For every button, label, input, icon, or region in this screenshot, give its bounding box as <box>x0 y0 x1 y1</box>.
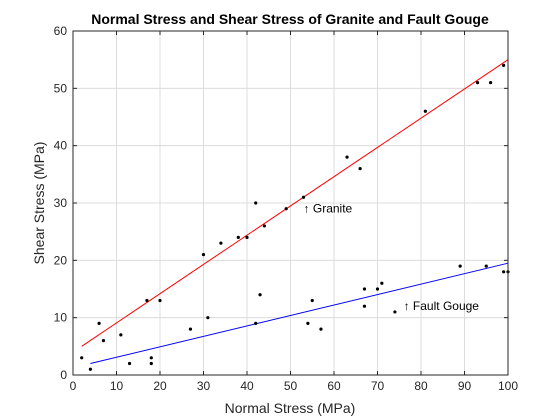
data-points <box>80 63 510 371</box>
data-point <box>484 264 488 268</box>
chart-title: Normal Stress and Shear Stress of Granit… <box>91 11 489 27</box>
data-point <box>206 316 210 320</box>
data-point <box>375 287 380 291</box>
axes <box>72 30 509 376</box>
fit-lines <box>81 59 509 365</box>
y-tick-label: 30 <box>54 196 68 210</box>
data-point <box>97 321 101 325</box>
data-point <box>236 235 240 239</box>
data-point <box>219 241 223 245</box>
data-point <box>362 287 367 291</box>
data-point <box>149 361 153 366</box>
data-point <box>380 281 384 285</box>
data-point <box>475 81 480 85</box>
y-axis-label: Shear Stress (MPa) <box>31 142 47 265</box>
data-point <box>188 327 193 331</box>
fit-line <box>90 262 509 365</box>
x-tick-label: 40 <box>240 379 254 393</box>
data-point <box>127 361 132 366</box>
tick-labels: 0 10 20 30 40 50 60 70 80 90 100 0 10 20 30 40 50 60 <box>54 24 519 393</box>
x-tick-label: 0 <box>70 379 77 393</box>
x-tick-label: 10 <box>110 379 124 393</box>
data-point <box>245 235 249 239</box>
data-point <box>262 224 266 228</box>
data-point <box>489 81 493 85</box>
x-axis-label: Normal Stress (MPa) <box>225 400 356 416</box>
data-point <box>306 321 310 325</box>
data-point <box>101 339 106 343</box>
data-point <box>284 207 288 211</box>
data-point <box>258 293 262 297</box>
data-point <box>345 155 349 159</box>
data-point <box>254 201 258 205</box>
data-point <box>254 321 258 325</box>
x-tick-label: 60 <box>327 379 341 393</box>
annotations: ↑ Granite ↑ Fault Gouge <box>304 202 480 313</box>
annotation-label: ↑ Fault Gouge <box>404 299 480 313</box>
data-point <box>393 310 397 314</box>
data-point <box>201 253 206 257</box>
x-tick-label: 50 <box>284 379 298 393</box>
data-point <box>158 298 162 303</box>
data-point <box>145 298 149 303</box>
fit-line <box>81 59 509 347</box>
x-tick-label: 20 <box>153 379 167 393</box>
x-tick-label: 80 <box>414 379 428 393</box>
y-tick-label: 10 <box>54 311 68 325</box>
x-tick-label: 100 <box>498 379 518 393</box>
x-tick-label: 90 <box>458 379 472 393</box>
y-tick-label: 40 <box>54 139 68 153</box>
y-tick-label: 50 <box>54 81 68 95</box>
data-point <box>301 195 306 199</box>
data-point <box>358 167 362 171</box>
data-point <box>502 270 506 274</box>
data-point <box>310 298 314 303</box>
data-point <box>149 356 153 360</box>
data-point <box>362 304 367 308</box>
data-point <box>458 264 462 268</box>
y-tick-label: 60 <box>54 24 68 38</box>
y-tick-label: 0 <box>60 368 67 382</box>
data-point <box>502 63 506 67</box>
x-tick-label: 30 <box>197 379 211 393</box>
data-point <box>423 109 427 113</box>
data-point <box>119 333 123 337</box>
data-point <box>319 327 323 331</box>
data-point <box>80 356 84 360</box>
annotation-label: ↑ Granite <box>304 202 353 216</box>
y-tick-label: 20 <box>54 253 68 267</box>
x-tick-label: 70 <box>371 379 385 393</box>
data-point <box>88 367 92 371</box>
